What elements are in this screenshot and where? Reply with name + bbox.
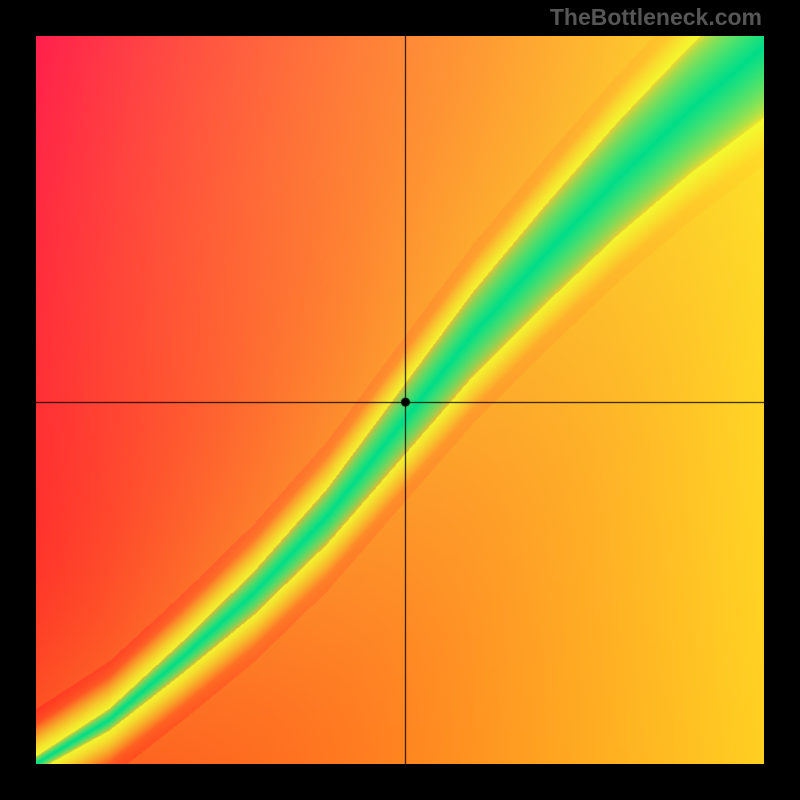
heatmap-canvas: [36, 36, 764, 764]
watermark-text: TheBottleneck.com: [550, 4, 762, 31]
plot-area: [36, 36, 764, 764]
